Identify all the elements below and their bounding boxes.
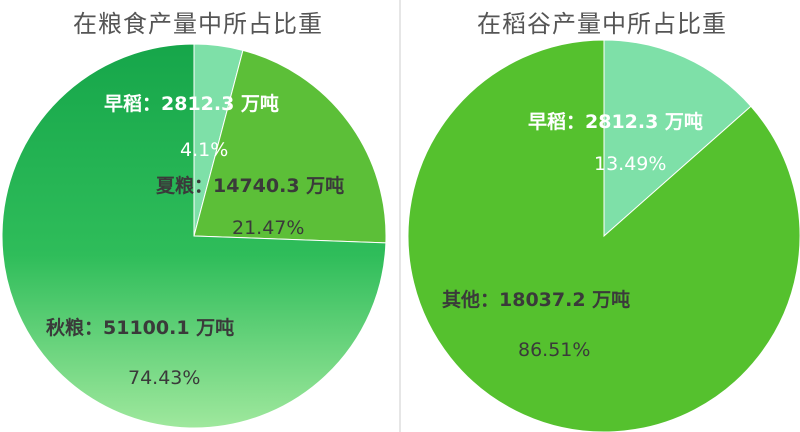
panel-divider [399, 0, 401, 432]
chart-left: 在粮食产量中所占比重 早稻：2812.3 万吨 4.1% 夏粮：14740.3 万吨… [0, 0, 396, 432]
slice-label: 夏粮：14740.3 万吨 [156, 174, 344, 197]
pie-slice [407, 39, 800, 432]
slice-percent-label: 74.43% [128, 367, 200, 389]
pie-slice [603, 39, 752, 238]
slice-label: 早稻：2812.3 万吨 [104, 92, 279, 115]
chart-right: 在稻谷产量中所占比重 早稻：2812.3 万吨 13.49% 其他：18037.2 … [404, 0, 800, 432]
slice-label: 其他：18037.2 万吨 [442, 288, 630, 311]
slice-percent-label: 4.1% [180, 139, 228, 161]
pie-chart-right: 早稻：2812.3 万吨 13.49% 其他：18037.2 万吨 86.51% [407, 39, 800, 432]
slice-percent-label: 21.47% [232, 217, 304, 239]
pie-slice [1, 43, 387, 429]
slice-percent-label: 13.49% [594, 153, 666, 175]
pie-chart-left: 早稻：2812.3 万吨 4.1% 夏粮：14740.3 万吨 21.47% 秋粮：51… [1, 43, 387, 429]
chart-title-right: 在稻谷产量中所占比重 [477, 10, 727, 38]
slice-label: 早稻：2812.3 万吨 [528, 110, 703, 133]
pie-slice [193, 49, 387, 244]
chart-title-left: 在粮食产量中所占比重 [73, 10, 323, 38]
slice-label: 秋粮：51100.1 万吨 [46, 316, 234, 339]
slice-percent-label: 86.51% [518, 339, 590, 361]
